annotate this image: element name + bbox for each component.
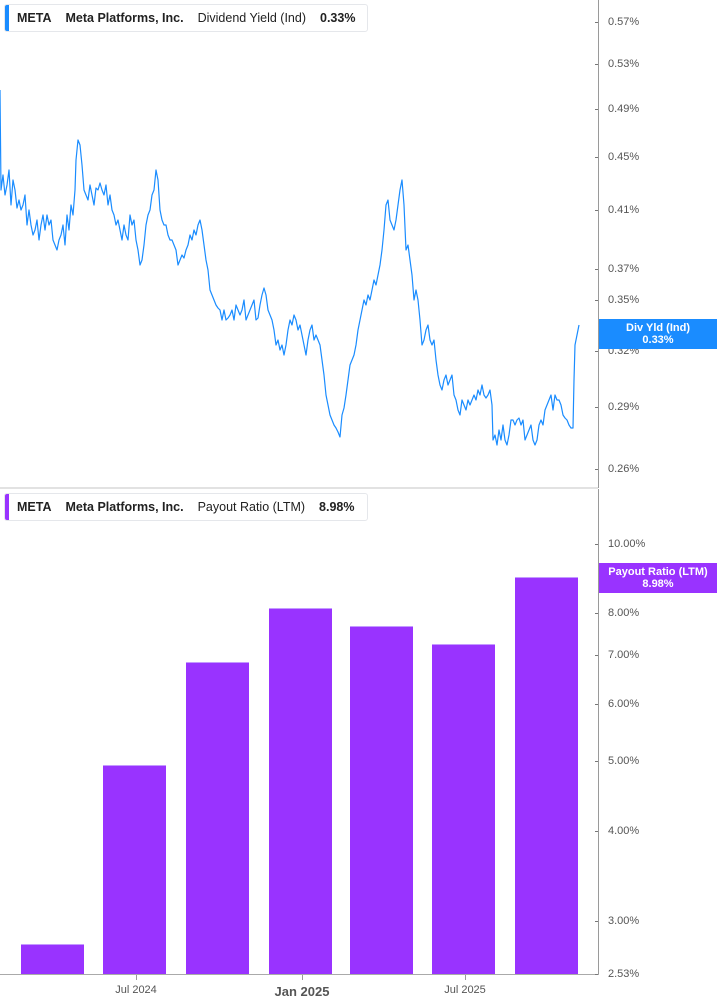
legend-value: 0.33% xyxy=(320,11,356,25)
y-tick: 0.53% xyxy=(594,58,639,70)
y-tick: 0.26% xyxy=(594,463,639,475)
payout-bar[interactable] xyxy=(515,577,578,975)
x-tick xyxy=(136,975,137,980)
payout-bar[interactable] xyxy=(21,944,84,975)
series-color-swatch xyxy=(5,494,9,520)
legend-metric: Dividend Yield (Ind) xyxy=(197,11,306,25)
payout-ratio-legend[interactable]: META Meta Platforms, Inc. Payout Ratio (… xyxy=(4,493,368,521)
dividend-yield-value-flag: Div Yld (Ind) 0.33% xyxy=(599,319,717,349)
y-tick: 0.35% xyxy=(594,294,639,306)
payout-ratio-y-axis xyxy=(598,489,599,975)
flag-value: 8.98% xyxy=(642,578,674,590)
flag-label: Div Yld (Ind) xyxy=(626,322,690,334)
dividend-yield-line[interactable] xyxy=(0,0,598,488)
x-label-jul-2025: Jul 2025 xyxy=(444,984,486,996)
y-tick: 0.45% xyxy=(594,151,639,163)
legend-company: Meta Platforms, Inc. xyxy=(65,11,184,25)
payout-bar[interactable] xyxy=(103,765,166,975)
y-tick: 8.00% xyxy=(594,607,639,619)
payout-ratio-value-flag: Payout Ratio (LTM) 8.98% xyxy=(599,563,717,593)
x-label-jul-2024: Jul 2024 xyxy=(115,984,157,996)
payout-bar[interactable] xyxy=(432,644,495,975)
x-tick xyxy=(465,975,466,980)
x-label-jan-2025: Jan 2025 xyxy=(274,984,330,999)
flag-label: Payout Ratio (LTM) xyxy=(608,566,708,578)
dividend-yield-panel: META Meta Platforms, Inc. Dividend Yield… xyxy=(0,0,717,488)
panel-divider[interactable] xyxy=(0,487,598,489)
y-tick: 6.00% xyxy=(594,698,639,710)
payout-ratio-panel: META Meta Platforms, Inc. Payout Ratio (… xyxy=(0,489,717,1005)
payout-bar[interactable] xyxy=(269,608,332,975)
series-color-swatch xyxy=(5,5,9,31)
y-tick: 3.00% xyxy=(594,915,639,927)
y-tick: 4.00% xyxy=(594,825,639,837)
legend-company: Meta Platforms, Inc. xyxy=(65,500,184,514)
y-tick: 0.49% xyxy=(594,103,639,115)
legend-ticker: META xyxy=(17,500,52,514)
dividend-yield-legend[interactable]: META Meta Platforms, Inc. Dividend Yield… xyxy=(4,4,369,32)
legend-ticker: META xyxy=(17,11,52,25)
legend-value: 8.98% xyxy=(319,500,355,514)
y-tick: 2.53% xyxy=(594,968,639,980)
y-tick: 0.29% xyxy=(594,401,639,413)
payout-bar[interactable] xyxy=(350,626,413,975)
y-tick: 0.57% xyxy=(594,16,639,28)
flag-value: 0.33% xyxy=(642,334,674,346)
y-tick: 5.00% xyxy=(594,755,639,767)
x-axis-line xyxy=(0,974,599,975)
y-tick: 10.00% xyxy=(594,538,645,550)
y-tick: 0.37% xyxy=(594,263,639,275)
dividend-yield-y-axis xyxy=(598,0,599,488)
y-tick: 7.00% xyxy=(594,649,639,661)
payout-bar[interactable] xyxy=(186,662,249,975)
legend-metric: Payout Ratio (LTM) xyxy=(197,500,306,514)
x-tick xyxy=(302,975,303,980)
y-tick: 0.41% xyxy=(594,204,639,216)
